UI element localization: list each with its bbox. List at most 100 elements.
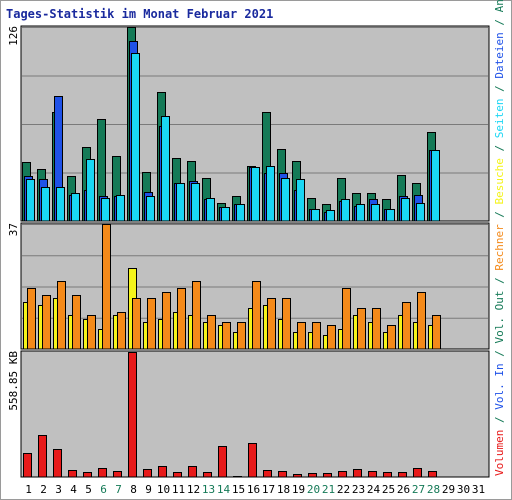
x-tick-label-21: 21 — [322, 483, 335, 496]
bar-volumen-day-16 — [248, 443, 257, 478]
bar-rechner-day-14 — [222, 322, 231, 350]
x-tick-label-18: 18 — [277, 483, 290, 496]
bar-seiten-day-19 — [296, 179, 305, 222]
bar-rechner-day-5 — [87, 315, 96, 350]
bar-seiten-day-8 — [131, 53, 140, 222]
bar-rechner-day-12 — [192, 281, 201, 350]
bar-volumen-day-4 — [68, 470, 77, 478]
x-tick-label-15: 15 — [232, 483, 245, 496]
x-tick-label-29: 29 — [442, 483, 455, 496]
bar-volumen-day-8 — [128, 352, 137, 478]
bar-rechner-day-7 — [117, 312, 126, 350]
bar-rechner-day-18 — [282, 298, 291, 350]
bar-rechner-day-27 — [417, 292, 426, 350]
x-tick-label-24: 24 — [367, 483, 381, 496]
bar-seiten-day-22 — [341, 199, 350, 222]
bar-rechner-day-13 — [207, 315, 216, 350]
bar-rechner-day-3 — [57, 281, 66, 350]
bar-seiten-day-1 — [26, 179, 35, 222]
bar-rechner-day-22 — [342, 288, 351, 350]
bar-volumen-day-3 — [53, 449, 62, 478]
legend-part-7: / — [493, 204, 506, 224]
bar-volumen-day-12 — [188, 466, 197, 478]
bar-volumen-day-24 — [368, 471, 377, 478]
legend-part-4: Vol. Out — [493, 291, 506, 344]
bar-volumen-day-26 — [398, 472, 407, 478]
scale-label-middle: 37 — [7, 223, 20, 236]
bar-rechner-day-8 — [132, 298, 141, 350]
bar-volumen-day-25 — [383, 472, 392, 478]
x-tick-label-17: 17 — [262, 483, 275, 496]
x-tick-label-14: 14 — [217, 483, 231, 496]
x-tick-label-1: 1 — [25, 483, 32, 496]
bar-seiten-day-11 — [176, 183, 185, 222]
bar-seiten-day-7 — [116, 195, 125, 222]
bar-rechner-day-2 — [42, 295, 51, 350]
bar-seiten-day-5 — [86, 159, 95, 222]
bar-seiten-day-21 — [326, 210, 335, 222]
bar-volumen-day-18 — [278, 471, 287, 478]
bar-seiten-day-9 — [146, 196, 155, 222]
bar-seiten-day-3 — [56, 187, 65, 222]
bar-rechner-day-15 — [237, 322, 246, 350]
x-tick-label-8: 8 — [130, 483, 137, 496]
legend-part-10: Seiten — [493, 98, 506, 138]
bar-rechner-day-10 — [162, 292, 171, 350]
bar-volumen-day-27 — [413, 468, 422, 478]
x-tick-label-28: 28 — [427, 483, 440, 496]
legend-part-13: / — [493, 12, 506, 32]
x-tick-label-4: 4 — [70, 483, 77, 496]
bar-rechner-day-23 — [357, 308, 366, 350]
bar-seiten-day-27 — [416, 203, 425, 222]
bar-seiten-day-10 — [161, 116, 170, 222]
x-tick-label-13: 13 — [202, 483, 215, 496]
bar-volumen-day-9 — [143, 469, 152, 478]
bar-seiten-day-20 — [311, 209, 320, 222]
x-tick-label-11: 11 — [172, 483, 185, 496]
legend-part-12: Dateien — [493, 32, 506, 78]
x-tick-label-30: 30 — [457, 483, 470, 496]
bar-seiten-day-15 — [236, 204, 245, 222]
bar-seiten-day-26 — [401, 198, 410, 222]
bar-rechner-day-25 — [387, 325, 396, 350]
bar-volumen-day-14 — [218, 446, 227, 478]
bar-volumen-day-10 — [158, 466, 167, 478]
bar-volumen-day-2 — [38, 435, 47, 478]
x-tick-label-22: 22 — [337, 483, 350, 496]
bar-seiten-day-6 — [101, 198, 110, 222]
bar-volumen-day-22 — [338, 471, 347, 478]
legend-part-5: / — [493, 271, 506, 291]
x-tick-label-20: 20 — [307, 483, 320, 496]
bar-rechner-day-28 — [432, 315, 441, 350]
scale-label-top: 126 — [7, 26, 20, 46]
x-tick-label-23: 23 — [352, 483, 365, 496]
x-tick-label-2: 2 — [40, 483, 47, 496]
x-tick-label-25: 25 — [382, 483, 395, 496]
x-tick-label-16: 16 — [247, 483, 260, 496]
x-tick-label-19: 19 — [292, 483, 305, 496]
legend-part-1: / — [493, 410, 506, 430]
scale-label-bottom: 558.85 KB — [7, 351, 20, 411]
bar-rechner-day-11 — [177, 288, 186, 350]
chart-title: Tages-Statistik im Monat Februar 2021 — [6, 7, 273, 21]
x-axis-labels: 1 2 3 4 5 6 7 8 9 10 11 12 13 14 15 16 17 18 19 20 21 22 23 24 2… — [25, 483, 485, 496]
x-tick-label-31: 31 — [472, 483, 485, 496]
bar-volumen-day-1 — [23, 453, 32, 478]
bar-rechner-day-20 — [312, 322, 321, 350]
bar-volumen-day-5 — [83, 472, 92, 478]
bar-volumen-day-23 — [353, 469, 362, 478]
bar-volumen-day-19 — [293, 474, 302, 478]
bar-seiten-day-28 — [431, 150, 440, 222]
bar-volumen-day-17 — [263, 470, 272, 478]
bar-rechner-day-6 — [102, 224, 111, 350]
legend-part-14: Anfragen — [493, 0, 506, 12]
x-tick-label-3: 3 — [55, 483, 62, 496]
legend-part-6: Rechner — [493, 224, 506, 271]
x-tick-label-12: 12 — [187, 483, 200, 496]
legend-part-9: / — [493, 138, 506, 158]
bar-volumen-day-21 — [323, 473, 332, 478]
bar-rechner-day-24 — [372, 308, 381, 350]
bar-seiten-day-17 — [266, 166, 275, 222]
legend-part-0: Volumen — [493, 430, 506, 476]
bar-seiten-day-13 — [206, 198, 215, 222]
